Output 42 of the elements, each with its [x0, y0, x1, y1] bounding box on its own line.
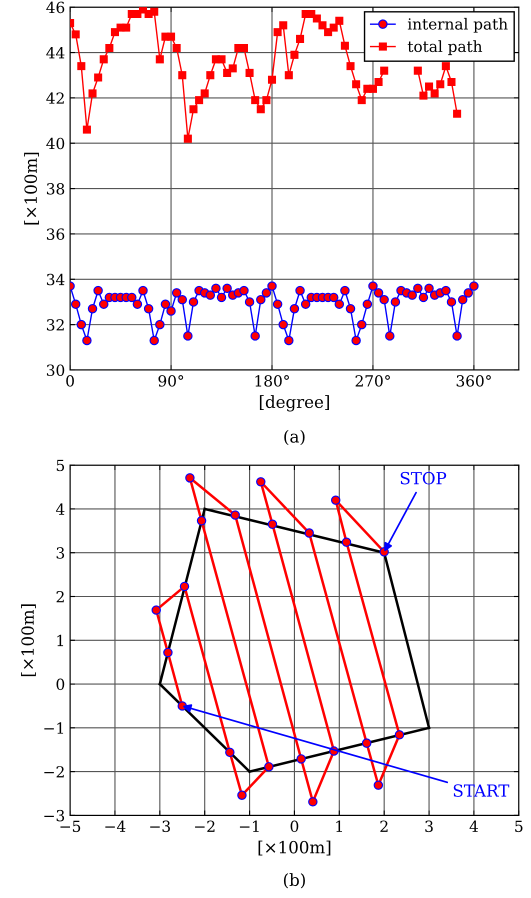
y-tick-label: 34 [46, 274, 64, 286]
y-tick-label: 3 [56, 547, 64, 559]
x-tick-label: 360° [456, 375, 491, 387]
y-tick-label: 42 [46, 92, 64, 104]
x-axis-title: [×100m] [258, 840, 330, 856]
text: (a) [284, 430, 305, 446]
x-tick-label: 2 [380, 820, 388, 832]
x-tick-label: 5 [515, 820, 522, 832]
y-tick-label: −2 [44, 766, 64, 778]
x-tick-label: 180° [255, 375, 289, 387]
x-tick-label: −2 [195, 820, 214, 832]
y-tick-label: 2 [56, 590, 64, 602]
y-tick-label: 36 [46, 228, 64, 240]
y-tick-label: −1 [44, 722, 64, 734]
x-tick-label: 1 [336, 820, 342, 832]
y-tick-label: 40 [46, 138, 64, 150]
x-tick-label: −1 [240, 820, 259, 832]
x-tick-label: 0 [66, 375, 74, 387]
y-tick-label: 38 [46, 183, 64, 195]
y-axis-title: [×100m] [24, 152, 39, 224]
y-tick-label: 32 [46, 319, 64, 331]
text: (b) [284, 873, 305, 888]
y-axis-title: [×100m] [21, 604, 36, 676]
x-tick-label: 4 [470, 820, 478, 832]
y-tick-label: 44 [46, 47, 64, 58]
x-tick-label: −4 [105, 820, 126, 832]
y-tick-label: 46 [46, 2, 64, 14]
x-tick-label: −5 [60, 820, 80, 832]
y-tick-label: 1 [57, 634, 64, 646]
x-tick-label: 270° [356, 375, 390, 387]
y-tick-label: 4 [56, 503, 64, 515]
x-tick-label: −3 [150, 820, 170, 832]
y-tick-label: 5 [56, 460, 64, 472]
y-tick-label: 0 [56, 678, 64, 690]
x-tick-label: 3 [425, 820, 433, 832]
y-tick-label: 30 [46, 364, 64, 376]
y-tick-label: −3 [44, 810, 64, 822]
x-tick-label: 0 [290, 820, 298, 832]
x-tick-label: 90° [158, 375, 184, 387]
legend-label: internal path [408, 18, 508, 33]
legend-label: total path [408, 40, 482, 56]
x-axis-title: [degree] [260, 395, 329, 412]
